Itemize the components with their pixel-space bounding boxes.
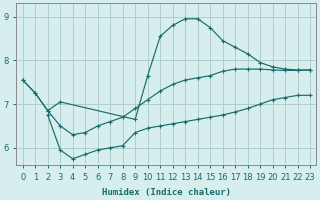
X-axis label: Humidex (Indice chaleur): Humidex (Indice chaleur) — [102, 188, 231, 197]
